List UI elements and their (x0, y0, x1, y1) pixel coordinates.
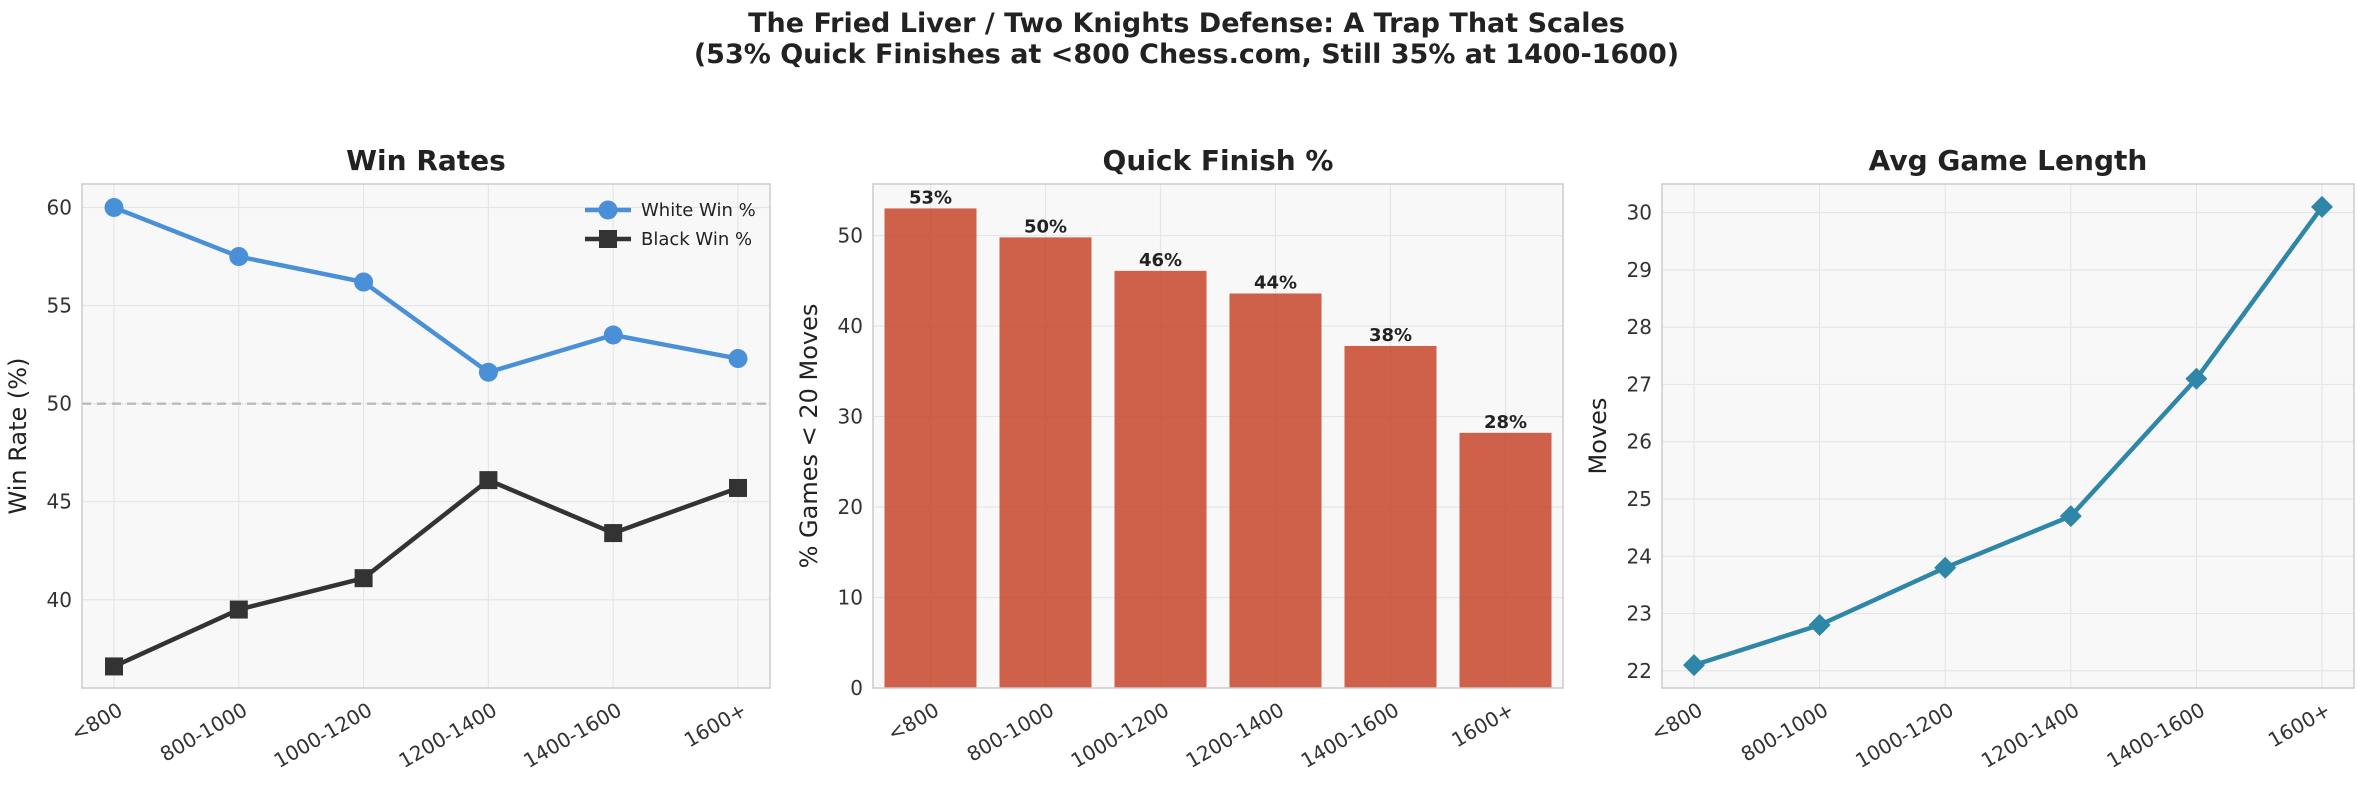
bar (1114, 270, 1207, 688)
plot-frame (1661, 183, 2355, 689)
y-tick-label: 40 (838, 314, 863, 338)
quick-finish-chart: 53% 50% 46% 44% 38% 28% 0 10 20 30 40 50 <800 800-100… (795, 144, 1564, 773)
y-tick-label: 24 (1627, 544, 1652, 568)
legend-label: White Win % (641, 200, 756, 221)
data-point (354, 569, 373, 588)
series-line (1693, 205, 2324, 668)
data-point (478, 362, 498, 382)
chart-title: Win Rates (346, 144, 506, 177)
y-tick-label: 55 (47, 294, 72, 318)
data-point (728, 349, 748, 369)
data-point (229, 247, 249, 267)
y-tick-label: 45 (47, 490, 72, 514)
y-tick-label: 10 (838, 586, 863, 610)
data-point (479, 471, 498, 490)
bar (884, 208, 977, 688)
plot-frame (81, 183, 771, 689)
bar (1344, 345, 1437, 688)
y-tick-label: 30 (838, 405, 863, 429)
bar-data-label: 46% (1139, 250, 1182, 271)
data-point (1808, 614, 1831, 636)
y-tick-label: 50 (838, 224, 863, 248)
data-point (603, 325, 623, 345)
plot-frame (872, 183, 1564, 689)
data-point (1934, 556, 1957, 579)
legend-marker (598, 200, 618, 220)
y-tick-label: 0 (850, 676, 863, 700)
bar-data-label: 44% (1254, 272, 1297, 293)
x-tick-label: 800-1000 (1737, 698, 1832, 767)
legend-marker (599, 230, 617, 248)
x-tick-label: 1200-1400 (1182, 698, 1288, 773)
data-point (354, 272, 374, 292)
legend-label: Black Win % (641, 229, 752, 250)
y-tick-label: 50 (47, 392, 72, 416)
data-point (105, 657, 123, 676)
data-point (729, 478, 747, 497)
series-line (113, 477, 739, 669)
y-tick-label: 25 (1627, 487, 1652, 511)
bar-data-label: 38% (1369, 325, 1412, 346)
chart-title: Quick Finish % (1103, 144, 1334, 177)
y-tick-label: 20 (838, 495, 863, 519)
y-tick-label: 40 (47, 588, 72, 612)
data-point (104, 198, 124, 218)
data-point (1683, 654, 1705, 677)
x-tick-label: 1400-1600 (2102, 698, 2208, 773)
y-tick-label: 29 (1627, 258, 1652, 282)
x-tick-label: 1200-1400 (1977, 698, 2083, 773)
y-axis-label: % Games < 20 Moves (795, 304, 823, 569)
x-tick-label: 800-1000 (156, 698, 251, 767)
y-tick-label: 27 (1627, 372, 1652, 396)
x-tick-label: 1000-1200 (1067, 698, 1173, 773)
figure-title-line-2: (53% Quick Finishes at <800 Chess.com, S… (693, 39, 1680, 70)
avg-game-length-chart: 22 23 24 25 26 27 28 29 30 <800 800-1000 1000-1200 1… (1584, 144, 2355, 773)
data-point (229, 600, 248, 619)
y-tick-label: 23 (1627, 602, 1652, 626)
x-tick-label: <800 (67, 698, 127, 746)
bar-data-label: 53% (909, 187, 952, 208)
y-tick-label: 60 (47, 196, 72, 220)
figure-title-line-1: The Fried Liver / Two Knights Defense: A… (748, 8, 1625, 39)
win-rates-chart: 40 45 50 55 60 <800 800-1000 1000-1200 1200-1400… (4, 144, 771, 773)
x-tick-label: 1200-1400 (394, 698, 500, 773)
x-tick-label: <800 (883, 698, 943, 746)
plot-area (1662, 184, 2354, 688)
bar-data-label: 28% (1484, 412, 1527, 433)
data-point (2185, 367, 2208, 390)
x-tick-label: 800-1000 (963, 698, 1058, 767)
figure-title: The Fried Liver / Two Knights Defense: A… (0, 8, 2373, 70)
legend: White Win % Black Win % (585, 200, 756, 250)
bar (999, 237, 1092, 689)
plot-area (873, 184, 1563, 688)
data-point (2311, 195, 2333, 218)
y-axis-label: Win Rate (%) (4, 358, 32, 515)
bar (1459, 432, 1552, 688)
chart-title: Avg Game Length (1869, 144, 2148, 177)
x-tick-label: 1600+ (680, 698, 751, 753)
y-tick-label: 26 (1627, 430, 1652, 454)
x-tick-label: <800 (1647, 698, 1707, 746)
x-tick-label: 1400-1600 (519, 698, 625, 773)
plot-area (82, 184, 770, 688)
data-point (604, 524, 623, 543)
x-tick-label: 1400-1600 (1297, 698, 1403, 773)
series-line (113, 205, 739, 375)
x-tick-label: 1600+ (1447, 698, 1518, 753)
data-point (2059, 505, 2082, 528)
y-tick-label: 28 (1627, 315, 1652, 339)
y-tick-label: 22 (1627, 659, 1652, 683)
y-axis-label: Moves (1584, 398, 1612, 475)
bar (1229, 293, 1322, 688)
x-tick-label: 1000-1200 (1851, 698, 1957, 773)
y-tick-label: 30 (1627, 201, 1652, 225)
bar-data-label: 50% (1024, 216, 1067, 237)
x-tick-label: 1000-1200 (270, 698, 376, 773)
x-tick-label: 1600+ (2264, 698, 2335, 753)
